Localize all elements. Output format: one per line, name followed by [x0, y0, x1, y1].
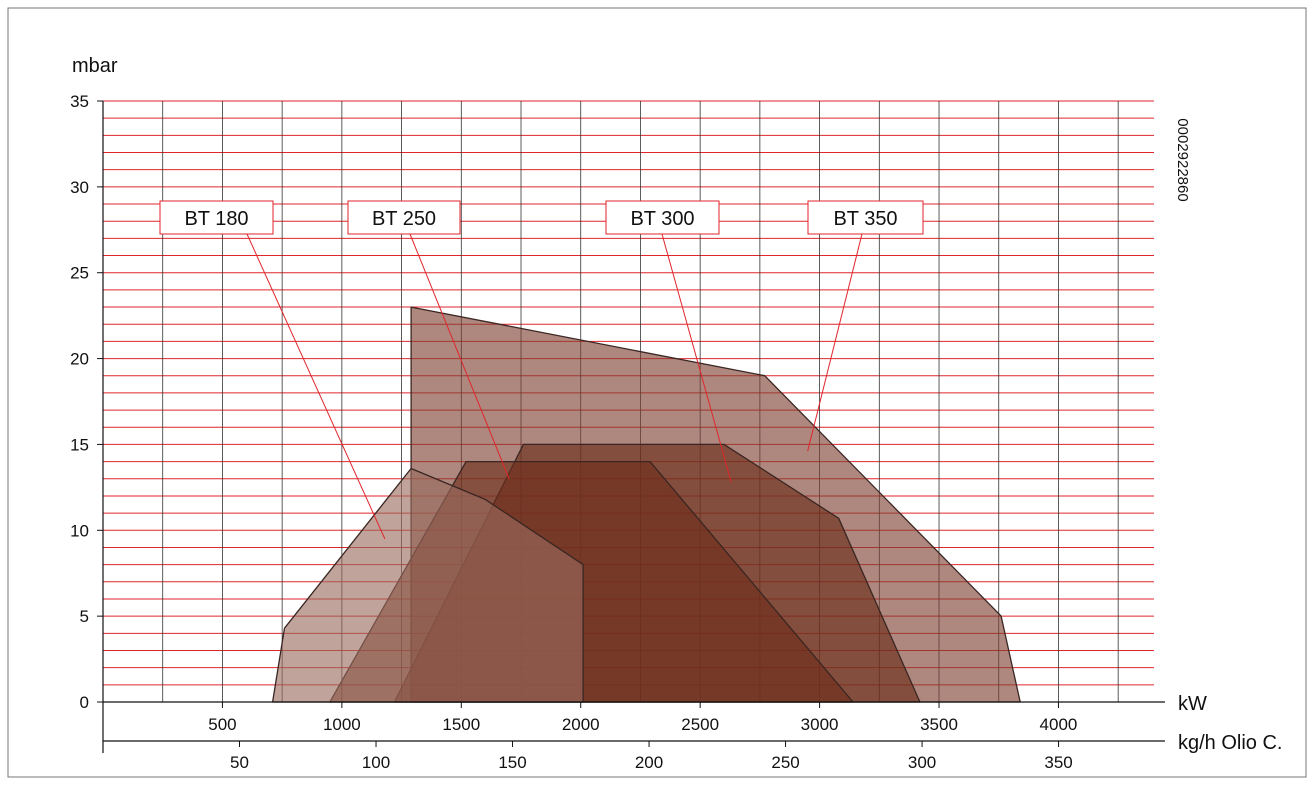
- series-labels: BT 180 BT 250 BT 300 BT 350: [159, 200, 924, 540]
- x-axis-label: kW: [1178, 693, 1207, 715]
- secondary-x-tick-label: 300: [908, 753, 936, 772]
- y-tick-label: 20: [70, 350, 89, 369]
- leader-line-bt-250: [409, 233, 510, 479]
- axes: 0 5 10 15 20 25 30 35 500 1000 1500 2000 2500 3000 350…: [70, 92, 1165, 772]
- secondary-x-tick-label: 100: [362, 753, 390, 772]
- y-tick-label: 5: [80, 607, 89, 626]
- label-bt-350: BT 350: [833, 208, 897, 230]
- y-tick-label: 35: [70, 92, 89, 111]
- label-bt-250: BT 250: [372, 208, 436, 230]
- secondary-x-tick-label: 250: [771, 753, 799, 772]
- doc-code: 0002922860: [1174, 118, 1191, 201]
- x-tick-label: 4000: [1040, 715, 1078, 734]
- secondary-x-axis-label: kg/h Olio C.: [1178, 732, 1282, 754]
- leader-line-bt-350: [807, 233, 863, 452]
- label-box-bt-180: [159, 200, 274, 235]
- x-tick-label: 3500: [920, 715, 958, 734]
- chart-frame: [7, 7, 1307, 778]
- x-tick-label: 500: [208, 715, 236, 734]
- x-tick-label: 1000: [323, 715, 361, 734]
- secondary-x-tick-label: 350: [1044, 753, 1072, 772]
- label-bt-180: BT 180: [184, 208, 248, 230]
- x-tick-label: 2000: [562, 715, 600, 734]
- secondary-x-tick-label: 200: [635, 753, 663, 772]
- y-tick-label: 30: [70, 178, 89, 197]
- x-tick-label: 3000: [801, 715, 839, 734]
- y-tick-label: 0: [80, 693, 89, 712]
- x-tick-label: 1500: [442, 715, 480, 734]
- series-areas: [271, 306, 1021, 703]
- label-box-bt-300: [605, 200, 720, 235]
- leader-line-bt-180: [246, 233, 386, 540]
- secondary-x-tick-label: 150: [498, 753, 526, 772]
- y-tick-label: 25: [70, 264, 89, 283]
- label-bt-300: BT 300: [630, 208, 694, 230]
- x-tick-label: 2500: [681, 715, 719, 734]
- leader-line-bt-300: [661, 233, 732, 483]
- y-tick-label: 10: [70, 521, 89, 540]
- y-axis-label: mbar: [72, 55, 118, 77]
- y-tick-label: 15: [70, 435, 89, 454]
- secondary-x-tick-label: 50: [230, 753, 249, 772]
- label-box-bt-250: [347, 200, 461, 235]
- label-box-bt-350: [807, 200, 924, 235]
